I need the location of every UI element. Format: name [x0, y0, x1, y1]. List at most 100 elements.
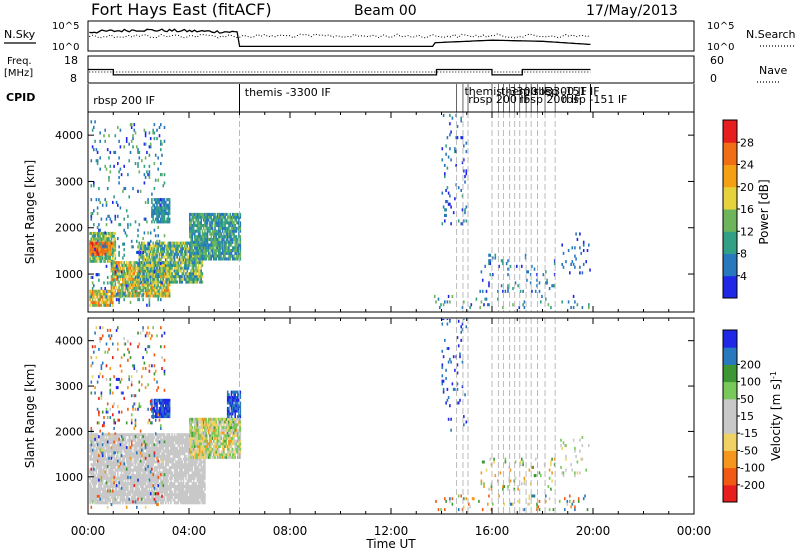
rti-cell — [224, 255, 226, 258]
rti-cell — [137, 162, 139, 165]
rti-cell — [149, 256, 151, 259]
rti-cell — [174, 258, 176, 261]
rti-cell — [140, 190, 142, 193]
rti-cell — [97, 439, 99, 442]
rti-cell — [156, 264, 158, 267]
rti-cell — [91, 184, 93, 187]
rti-cell — [145, 134, 147, 137]
rti-cell — [207, 235, 209, 238]
rti-cell — [107, 251, 109, 254]
rti-cell — [145, 244, 147, 247]
rti-cell — [223, 232, 225, 235]
rti-cell — [447, 300, 449, 303]
rti-cell — [120, 145, 122, 148]
rti-cell — [142, 298, 144, 301]
rti-cell — [94, 298, 96, 301]
rti-cell — [97, 240, 99, 243]
rti-cell — [150, 231, 152, 234]
rti-cell — [164, 250, 166, 253]
rti-cell — [490, 273, 492, 276]
rti-cell — [117, 471, 119, 474]
rti-cell — [221, 255, 223, 258]
rti-cell — [93, 184, 95, 187]
rti-cell — [91, 295, 93, 298]
rti-cell — [195, 463, 197, 466]
rti-cell — [115, 249, 117, 252]
rti-cell — [145, 287, 147, 290]
rti-cell — [512, 287, 514, 290]
rti-cell — [490, 262, 492, 265]
rti-cell — [561, 263, 563, 266]
rti-cell — [102, 482, 104, 485]
rti-cell — [229, 257, 231, 260]
rti-cell — [107, 148, 109, 151]
rti-cell — [212, 227, 214, 230]
rti-cell — [120, 129, 122, 132]
rti-cell — [137, 190, 139, 193]
rti-cell — [164, 269, 166, 272]
rti-cell — [126, 234, 128, 237]
rti-cell — [209, 252, 211, 255]
rti-cell — [169, 455, 171, 458]
rti-cell — [93, 223, 95, 226]
rti-cell — [574, 246, 576, 249]
rti-cell — [164, 242, 166, 245]
rti-cell — [579, 271, 581, 274]
rti-cell — [149, 496, 151, 499]
rti-cell — [442, 222, 444, 225]
rti-cell — [155, 179, 157, 182]
rti-cell — [139, 294, 141, 297]
rti-cell — [117, 276, 119, 279]
rti-cell — [164, 284, 166, 287]
rti-cell — [159, 256, 161, 259]
rti-cell — [140, 471, 142, 474]
rti-cell — [155, 281, 157, 284]
rti-cell — [115, 257, 117, 260]
rti-cell — [147, 286, 149, 289]
rti-cell — [534, 268, 536, 271]
rti-cell — [174, 482, 176, 485]
rti-cell — [209, 230, 211, 233]
rti-cell — [507, 259, 509, 262]
rti-cell — [154, 162, 156, 165]
rti-cell — [164, 433, 166, 436]
rti-cell — [149, 264, 151, 267]
rti-cell — [165, 209, 167, 212]
rti-cell — [154, 248, 156, 251]
rti-cell — [98, 231, 100, 234]
rti-cell — [137, 245, 139, 248]
rti-cell — [110, 499, 112, 502]
rti-cell — [112, 304, 114, 307]
rti-cell — [122, 480, 124, 483]
rti-cell — [132, 187, 134, 190]
rti-cell — [216, 235, 218, 238]
rti-cell — [117, 268, 119, 271]
rti-cell — [462, 136, 464, 139]
rti-cell — [228, 246, 230, 249]
rti-cell — [176, 447, 178, 450]
rti-cell — [98, 290, 100, 293]
rti-cell — [157, 290, 159, 293]
rti-cell — [92, 256, 94, 259]
rti-cell — [131, 264, 133, 267]
rti-cell — [442, 192, 444, 195]
noise-tick-left-bottom: 10^0 — [52, 42, 79, 53]
rti-cell — [203, 480, 205, 483]
rti-cell — [168, 474, 170, 477]
rti-cell — [98, 279, 100, 282]
rti-cell — [135, 162, 137, 165]
rti-cell — [213, 246, 215, 249]
rti-cell — [156, 212, 158, 215]
rti-cell — [200, 269, 202, 272]
rti-cell — [131, 261, 133, 264]
rti-cell — [103, 436, 105, 439]
rti-cell — [169, 204, 171, 207]
rti-cell — [541, 295, 543, 298]
rti-cell — [444, 300, 446, 303]
rti-cell — [160, 436, 162, 439]
rti-cell — [118, 254, 120, 257]
rti-cell — [126, 275, 128, 278]
rti-cell — [200, 463, 202, 466]
rti-cell — [144, 262, 146, 265]
rti-cell — [183, 488, 185, 491]
